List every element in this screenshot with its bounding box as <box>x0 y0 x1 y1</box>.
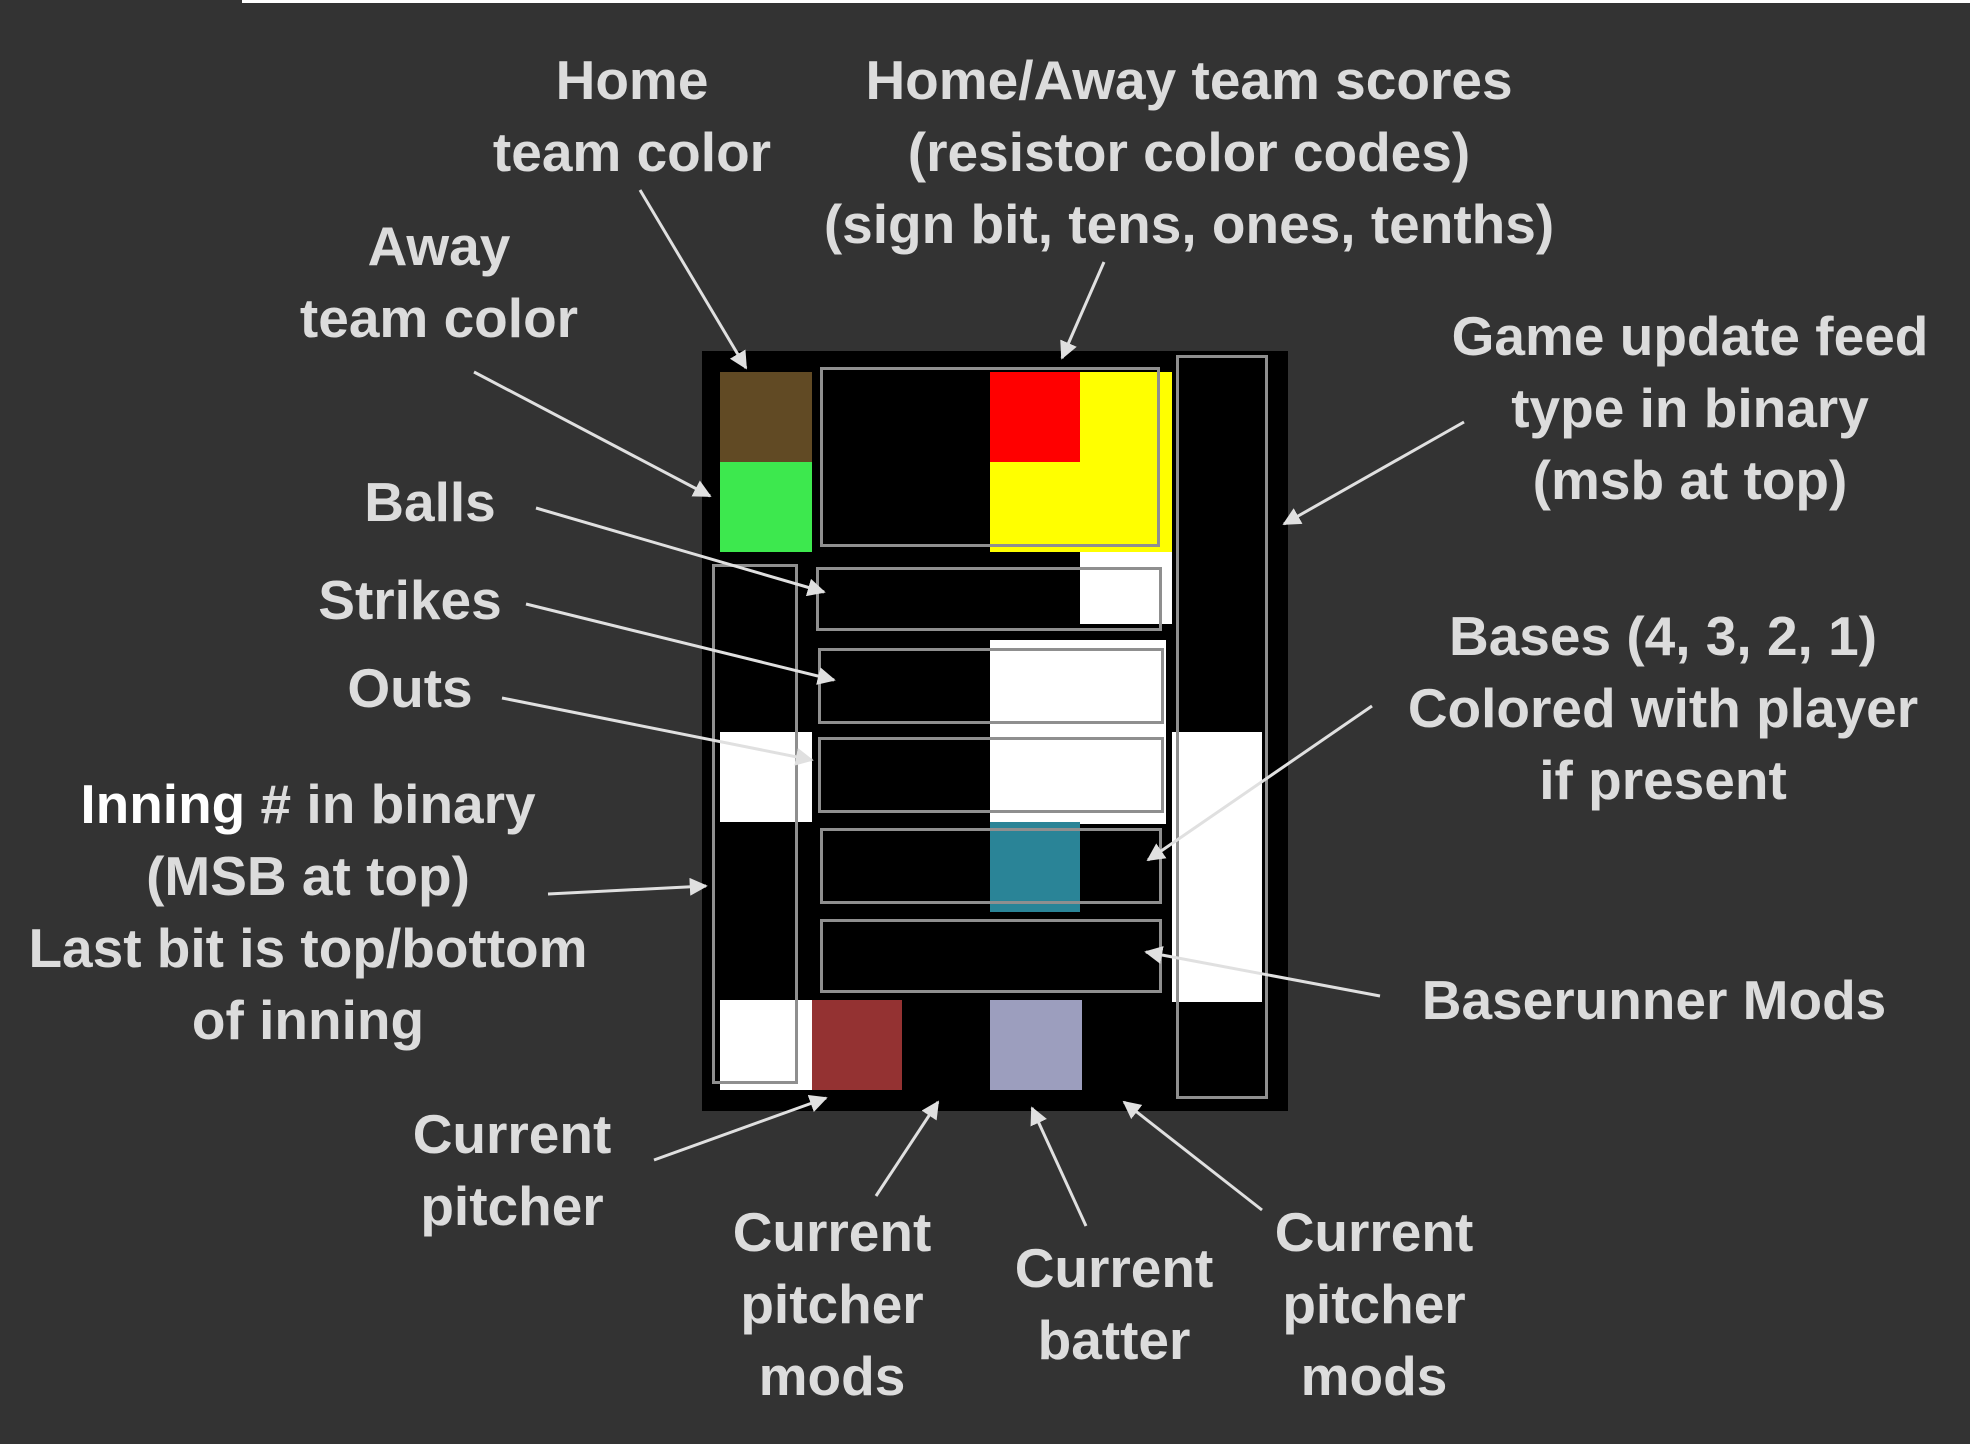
feed-type-frame <box>1176 355 1268 1099</box>
label-balls: Balls <box>364 471 496 533</box>
leader-current-batter <box>1030 1106 1088 1227</box>
strikes-frame <box>818 648 1164 724</box>
current-batter-cell <box>990 1000 1082 1090</box>
leader-inning <box>547 877 708 896</box>
label-outs: Outs <box>347 657 473 719</box>
label-current-pitcher: Current pitcher <box>412 1103 612 1237</box>
home-team-color-cell <box>720 372 812 462</box>
away-team-color-cell <box>720 462 812 552</box>
label-current-batter: Current batter <box>1014 1237 1214 1371</box>
scores-frame <box>820 367 1160 547</box>
strikes-lit-cell <box>990 640 1166 732</box>
outs-lit-cell <box>990 732 1166 824</box>
leader-baserunner-mods <box>1144 946 1381 998</box>
label-current-pitcher-mods-2: Current pitcher mods <box>1274 1201 1474 1407</box>
leader-away-team-color <box>473 370 712 498</box>
base-player-cell <box>990 822 1080 912</box>
label-inning: Inning # in binary (MSB at top) Last bit… <box>0 768 616 1056</box>
score-red-cell <box>990 372 1080 462</box>
leader-current-pitcher-mods-2 <box>1122 1100 1263 1212</box>
label-inning-rest: # in binary (MSB at top) Last bit is top… <box>28 773 588 1051</box>
label-baserunner-mods: Baserunner Mods <box>1421 969 1887 1031</box>
current-pitcher-cell <box>812 1000 902 1090</box>
label-away-team-color: Away team color <box>299 215 579 349</box>
label-scores: Home/Away team scores (resistor color co… <box>823 49 1555 255</box>
feed-type-lit-cells <box>1172 732 1262 1002</box>
balls-lit-cell <box>1080 552 1172 624</box>
leader-current-pitcher <box>653 1095 828 1162</box>
inning-frame <box>712 564 798 1084</box>
top-border-line <box>242 0 1970 3</box>
leader-game-update-feed <box>1282 420 1465 526</box>
balls-frame <box>816 567 1162 631</box>
label-current-pitcher-mods-1: Current pitcher mods <box>732 1201 932 1407</box>
leader-bases <box>1146 704 1373 862</box>
leader-balls <box>535 506 826 597</box>
leader-home-team-color <box>638 189 748 370</box>
leader-strikes <box>525 602 836 685</box>
label-bases: Bases (4, 3, 2, 1) Colored with player i… <box>1407 605 1919 811</box>
leader-current-pitcher-mods-1 <box>874 1100 940 1197</box>
label-home-team-color: Home team color <box>492 49 772 183</box>
label-game-update-feed: Game update feed type in binary (msb at … <box>1451 305 1929 511</box>
bases-frame <box>820 828 1162 904</box>
leader-scores <box>1060 261 1106 360</box>
label-strikes: Strikes <box>318 569 502 631</box>
label-inning-bold: Inning <box>80 773 246 835</box>
leader-outs <box>501 696 814 766</box>
outs-frame <box>818 737 1164 813</box>
